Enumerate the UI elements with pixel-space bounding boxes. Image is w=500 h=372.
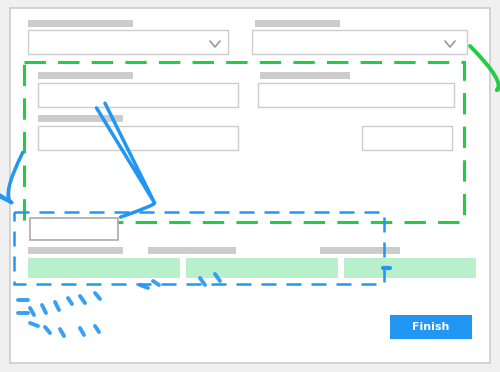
- Bar: [390, 315, 472, 339]
- Bar: [38, 126, 238, 150]
- Bar: [258, 83, 454, 107]
- Bar: [30, 218, 118, 240]
- Bar: [38, 83, 238, 107]
- Bar: [24, 62, 464, 222]
- Bar: [38, 115, 123, 122]
- Bar: [344, 258, 476, 278]
- Bar: [148, 247, 236, 254]
- Bar: [28, 20, 133, 27]
- Bar: [260, 72, 350, 79]
- Bar: [320, 247, 400, 254]
- Bar: [186, 258, 338, 278]
- Bar: [38, 72, 133, 79]
- Text: Finish: Finish: [412, 322, 450, 332]
- Bar: [28, 258, 180, 278]
- Bar: [255, 20, 340, 27]
- Bar: [28, 30, 228, 54]
- Bar: [252, 30, 467, 54]
- Bar: [14, 212, 384, 284]
- Bar: [362, 126, 452, 150]
- Bar: [28, 247, 123, 254]
